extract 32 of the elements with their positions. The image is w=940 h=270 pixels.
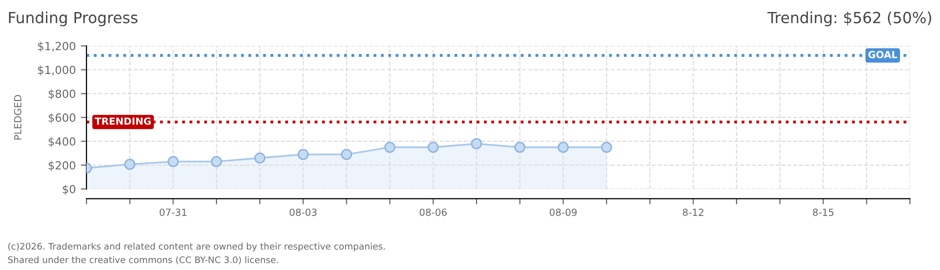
- point: [168, 156, 179, 168]
- y-tick-label: $1,200: [38, 42, 76, 52]
- y-tick-label: $600: [48, 113, 76, 124]
- chart-subtitle: Trending: $562 (50%): [767, 12, 932, 26]
- point: [340, 148, 352, 160]
- y-tick-label: $400: [48, 137, 76, 148]
- point: [298, 148, 309, 160]
- x-tick-label: 8-15: [812, 208, 834, 216]
- ref-line-label: TRENDING: [94, 117, 151, 125]
- point: [514, 142, 526, 153]
- y-axis-title: PLEDGED: [14, 94, 22, 140]
- y-tick-label: $800: [48, 89, 76, 100]
- point: [254, 152, 266, 164]
- ref-line-label: GOAL: [868, 50, 898, 58]
- point: [124, 158, 136, 170]
- y-tick-label: $0: [62, 184, 76, 195]
- text: Shared under the creative commons (CC BY-NC 3.0) license.: [8, 256, 278, 264]
- point: [558, 142, 569, 153]
- x-tick-label: 08-09: [550, 208, 577, 216]
- x-tick-label: 08-03: [290, 208, 317, 216]
- point: [210, 156, 222, 168]
- x-tick-label: 07-31: [160, 208, 186, 216]
- point: [384, 142, 396, 153]
- x-tick-label: 8-12: [682, 208, 704, 216]
- point: [428, 142, 439, 153]
- text: (c)2026. Trademarks and related content are owned by their respective companies.: [8, 242, 385, 252]
- y-tick-label: $1,000: [38, 66, 76, 76]
- point: [470, 138, 482, 150]
- chart-title: Funding Progress: [9, 12, 138, 26]
- x-tick-label: 08-06: [420, 208, 447, 216]
- point: [600, 142, 612, 153]
- y-tick-label: $200: [48, 160, 76, 172]
